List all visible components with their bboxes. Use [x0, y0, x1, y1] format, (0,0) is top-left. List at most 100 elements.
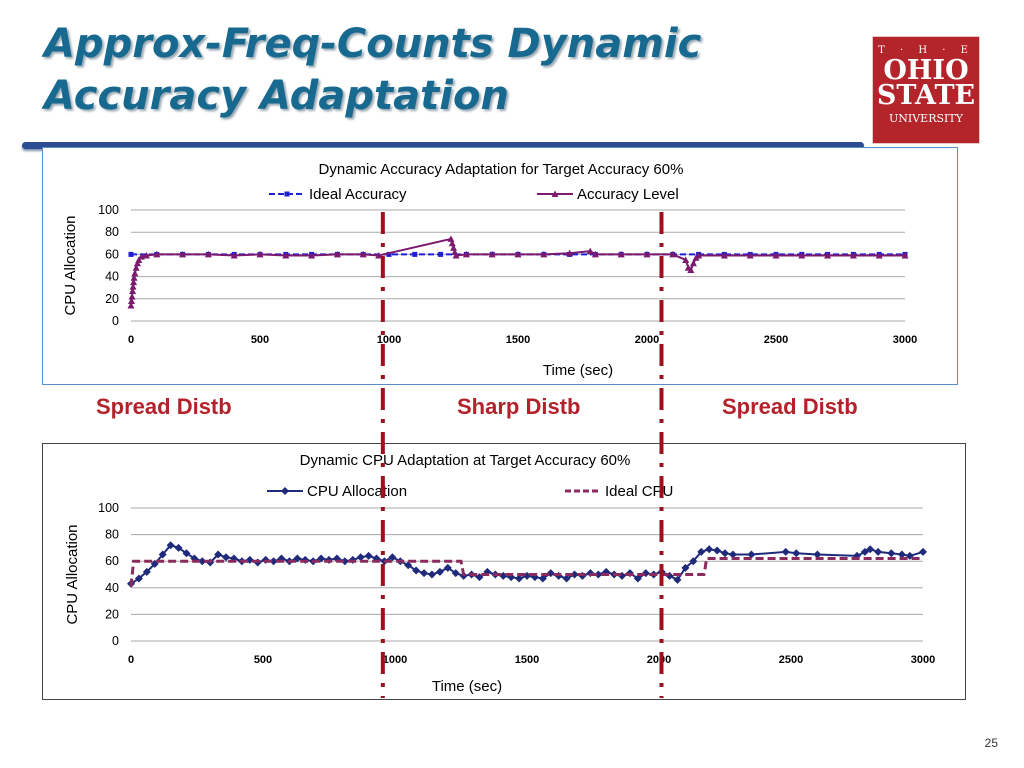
- data-point: [633, 574, 642, 583]
- y-tick-label: 0: [112, 634, 119, 648]
- x-tick-label: 1500: [515, 654, 539, 666]
- data-point: [128, 297, 136, 305]
- y-tick-label: 40: [105, 581, 119, 595]
- data-point: [720, 252, 728, 259]
- x-tick-label: 0: [128, 654, 134, 666]
- slide-title: Approx-Freq-Counts Dynamic Accuracy Adap…: [44, 18, 864, 122]
- legend-marker: [284, 191, 290, 197]
- data-point: [697, 547, 706, 556]
- title-divider-bar: [22, 142, 864, 149]
- x-tick-label: 2000: [635, 334, 659, 346]
- data-point: [282, 252, 290, 259]
- data-point: [772, 252, 780, 259]
- ohio-state-logo: T · H · E OHIO STATE UNIVERSITY: [872, 36, 980, 144]
- data-point: [142, 567, 151, 576]
- y-tick-label: 100: [98, 203, 119, 217]
- page-number: 25: [984, 736, 998, 750]
- data-point: [566, 249, 574, 257]
- data-point: [130, 278, 138, 286]
- x-tick-label: 3000: [911, 654, 935, 666]
- data-point: [308, 252, 316, 259]
- data-point: [137, 253, 145, 260]
- data-point: [427, 570, 436, 579]
- data-point: [412, 566, 421, 575]
- slide-title-line-1: Approx-Freq-Counts Dynamic: [44, 21, 702, 67]
- data-point: [515, 574, 524, 583]
- data-point: [687, 266, 695, 273]
- data-point: [340, 557, 349, 566]
- data-point: [562, 574, 571, 583]
- data-point: [824, 252, 832, 259]
- data-point: [134, 574, 143, 583]
- data-point: [128, 293, 136, 300]
- data-point: [728, 550, 737, 559]
- data-point: [447, 235, 455, 242]
- x-tick-label: 2500: [779, 654, 803, 666]
- y-tick-label: 40: [105, 270, 119, 284]
- y-tick-label: 0: [112, 314, 119, 328]
- data-point: [594, 570, 603, 579]
- data-point: [570, 570, 579, 579]
- legend-label: Ideal CPU: [605, 483, 673, 500]
- data-point: [412, 251, 418, 257]
- data-point: [669, 250, 677, 258]
- data-point: [198, 557, 207, 566]
- data-point: [897, 550, 906, 559]
- data-point: [153, 250, 161, 258]
- data-point: [643, 250, 651, 258]
- y-axis-label: CPU Allocation: [62, 215, 79, 315]
- data-point: [174, 543, 183, 552]
- data-point: [214, 550, 223, 559]
- data-point: [269, 557, 278, 566]
- data-point: [129, 287, 137, 295]
- legend-label: Accuracy Level: [577, 186, 679, 203]
- x-tick-label: 500: [254, 654, 272, 666]
- data-point: [849, 252, 857, 259]
- data-point: [388, 553, 397, 562]
- y-tick-label: 20: [105, 292, 119, 306]
- region-label-spread-2: Spread Distb: [722, 394, 858, 419]
- data-point: [875, 252, 883, 259]
- data-point: [713, 546, 722, 555]
- data-point: [689, 557, 698, 566]
- data-point: [142, 252, 150, 259]
- data-point: [705, 545, 714, 554]
- data-point: [905, 551, 914, 560]
- data-point: [204, 250, 212, 258]
- data-point: [874, 547, 883, 556]
- data-point: [356, 553, 365, 562]
- legend-marker: [281, 487, 289, 495]
- data-point: [222, 553, 231, 562]
- data-point: [798, 252, 806, 259]
- data-point: [131, 269, 139, 277]
- data-point: [452, 252, 460, 259]
- legend-entry: Ideal Accuracy: [269, 186, 407, 203]
- region-label-spread-1: Spread Distb: [96, 394, 232, 419]
- legend-marker: [551, 190, 559, 197]
- data-point: [359, 250, 367, 258]
- logo-state: STATE: [876, 80, 976, 111]
- logo-ohio: OHIO: [883, 55, 969, 86]
- cpu-chart: Dynamic CPU Adaptation at Target Accurac…: [42, 443, 966, 700]
- data-point: [438, 251, 444, 257]
- data-point: [617, 250, 625, 258]
- data-point: [689, 259, 697, 267]
- data-point: [538, 574, 547, 583]
- data-point: [586, 247, 594, 255]
- y-tick-label: 100: [98, 501, 119, 515]
- data-point: [375, 252, 383, 259]
- series-line: [129, 557, 923, 587]
- data-point: [333, 250, 341, 258]
- data-point: [451, 569, 460, 578]
- data-point: [919, 547, 927, 556]
- data-point: [133, 259, 141, 267]
- x-tick-label: 3000: [893, 334, 917, 346]
- data-point: [130, 274, 138, 281]
- data-point: [158, 550, 167, 559]
- data-point: [721, 549, 729, 558]
- y-axis-label: CPU Allocation: [64, 524, 81, 624]
- data-point: [182, 549, 191, 558]
- data-point: [673, 575, 682, 584]
- logo-the: T · H · E: [878, 45, 974, 56]
- data-point: [853, 551, 861, 560]
